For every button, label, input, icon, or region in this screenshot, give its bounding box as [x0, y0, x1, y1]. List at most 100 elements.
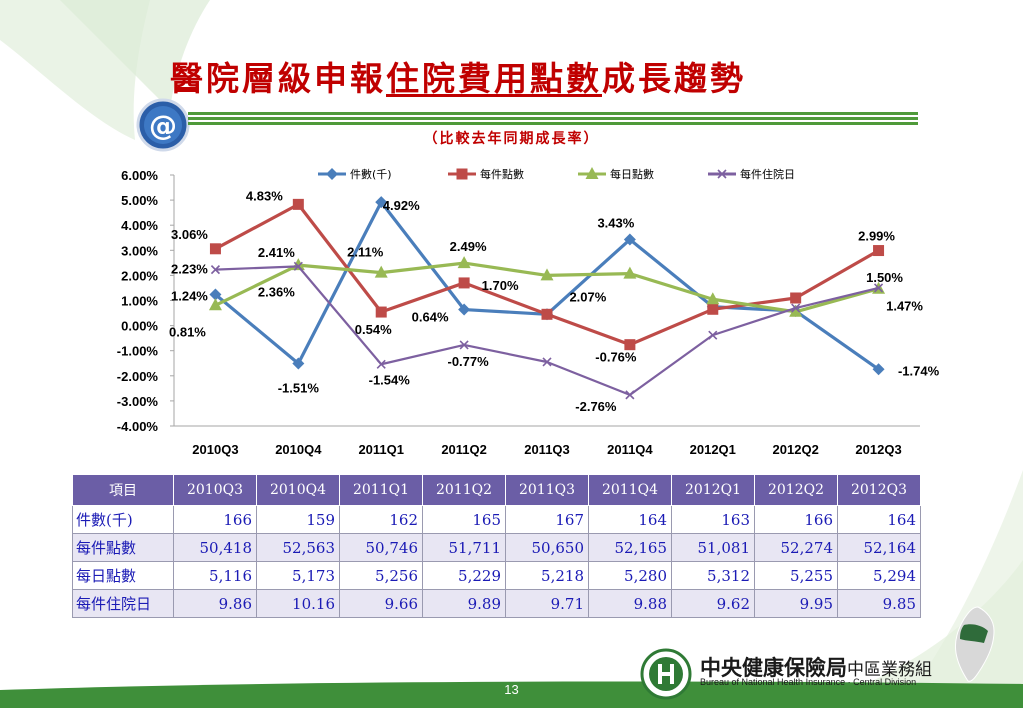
data-point — [624, 339, 636, 351]
table-cell: 163 — [671, 505, 755, 534]
y-tick-label: 4.00% — [121, 218, 158, 233]
table-header-col: 2012Q3 — [837, 474, 921, 506]
data-point — [873, 283, 884, 293]
table-cell: 5,255 — [754, 561, 838, 590]
data-point — [873, 245, 885, 257]
data-label: 4.92% — [383, 198, 420, 213]
y-tick-label: -1.00% — [117, 344, 159, 359]
data-point — [459, 340, 469, 350]
taiwan-map-icon — [955, 606, 995, 682]
data-label: -2.76% — [575, 399, 617, 414]
row-label: 每件點數 — [72, 533, 174, 562]
table-cell: 9.86 — [173, 589, 257, 618]
data-point — [458, 303, 471, 316]
nhi-logo-icon — [640, 648, 692, 700]
footer-band — [0, 681, 1023, 708]
legend-marker — [456, 168, 468, 180]
data-point — [458, 277, 470, 289]
data-point — [375, 306, 387, 318]
data-label: 0.81% — [169, 324, 206, 339]
data-label: 2.07% — [569, 290, 606, 305]
legend-marker — [326, 168, 338, 180]
table-row: 每件住院日 9.86 10.16 9.66 9.89 9.71 9.88 9.6… — [72, 589, 921, 618]
y-tick-label: -4.00% — [117, 419, 159, 434]
data-point — [210, 265, 221, 275]
table-row: 每件點數 50,418 52,563 50,746 51,711 50,650 … — [72, 533, 921, 562]
page-number: 13 — [504, 682, 519, 697]
y-tick-label: 3.00% — [121, 243, 158, 258]
table-row: 件數(千) 166 159 162 165 167 164 163 166 16… — [72, 505, 921, 534]
table-header-col: 2012Q2 — [754, 474, 838, 506]
data-point — [789, 304, 803, 317]
table-cell: 9.62 — [671, 589, 755, 618]
legend-marker — [717, 169, 727, 179]
table-cell: 5,229 — [422, 561, 506, 590]
legend-label: 每件住院日 — [740, 167, 795, 181]
table-cell: 9.95 — [754, 589, 838, 618]
table-cell: 9.71 — [505, 589, 589, 618]
data-point — [625, 390, 635, 400]
table-header-col: 2012Q1 — [671, 474, 755, 506]
row-label: 件數(千) — [72, 505, 174, 534]
y-tick-label: 0.00% — [121, 319, 158, 334]
y-tick-label: 5.00% — [121, 193, 158, 208]
legend-label: 每日點數 — [610, 167, 654, 181]
table-cell: 50,418 — [173, 533, 257, 562]
x-tick-label: 2011Q1 — [358, 442, 404, 457]
table-cell: 52,164 — [837, 533, 921, 562]
data-point — [707, 303, 719, 315]
svg-text:@: @ — [149, 109, 177, 142]
table-header-row: 項目 2010Q3 2010Q4 2011Q1 2011Q2 2011Q3 20… — [72, 474, 921, 506]
data-label: 2.49% — [450, 239, 487, 254]
x-tick-label: 2012Q1 — [690, 442, 736, 457]
table-cell: 5,116 — [173, 561, 257, 590]
table-header-col: 2011Q4 — [588, 474, 672, 506]
data-point — [542, 357, 552, 367]
data-label: 1.47% — [886, 299, 923, 314]
table-cell: 166 — [754, 505, 838, 534]
data-table: 項目 2010Q3 2010Q4 2011Q1 2011Q2 2011Q3 20… — [72, 474, 921, 618]
data-label: 2.36% — [258, 284, 295, 299]
table-cell: 5,294 — [837, 561, 921, 590]
x-tick-label: 2010Q4 — [275, 442, 322, 457]
data-label: 2.23% — [171, 262, 208, 277]
table-cell: 50,746 — [339, 533, 423, 562]
table-header-col: 2011Q3 — [505, 474, 589, 506]
organization-name: 中央健康保險局中區業務組 — [700, 656, 932, 680]
data-point — [541, 308, 553, 320]
table-header-col: 2010Q3 — [173, 474, 257, 506]
data-point — [292, 198, 304, 210]
page-title: 醫院層級申報住院費用點數成長趨勢 — [170, 59, 746, 98]
table-cell: 9.89 — [422, 589, 506, 618]
data-point — [623, 233, 636, 246]
table-cell: 9.88 — [588, 589, 672, 618]
table-cell: 5,173 — [256, 561, 340, 590]
table-cell: 9.66 — [339, 589, 423, 618]
table-row: 每日點數 5,116 5,173 5,256 5,229 5,218 5,280… — [72, 561, 921, 590]
table-cell: 5,312 — [671, 561, 755, 590]
y-tick-label: 2.00% — [121, 268, 158, 283]
data-label: -1.51% — [278, 381, 320, 396]
table-cell: 165 — [422, 505, 506, 534]
data-point — [375, 196, 388, 209]
data-point — [293, 261, 303, 271]
data-label: 3.43% — [597, 216, 634, 231]
x-tick-label: 2011Q2 — [441, 442, 487, 457]
table-cell: 5,280 — [588, 561, 672, 590]
data-point — [457, 256, 471, 269]
subtitle: （比較去年同期成長率） — [423, 131, 600, 147]
data-label: -0.77% — [448, 354, 490, 369]
data-label: -1.74% — [898, 363, 940, 378]
data-point — [872, 363, 885, 376]
data-point — [292, 357, 305, 370]
row-label: 每件住院日 — [72, 589, 174, 618]
data-label: 0.64% — [412, 310, 449, 325]
table-cell: 5,218 — [505, 561, 589, 590]
x-tick-label: 2011Q3 — [524, 442, 570, 457]
table-cell: 51,081 — [671, 533, 755, 562]
legend-label: 每件點數 — [480, 167, 524, 181]
x-tick-label: 2011Q4 — [607, 442, 653, 457]
y-tick-label: 6.00% — [121, 168, 158, 183]
row-label: 每日點數 — [72, 561, 174, 590]
y-tick-label: -3.00% — [117, 394, 159, 409]
